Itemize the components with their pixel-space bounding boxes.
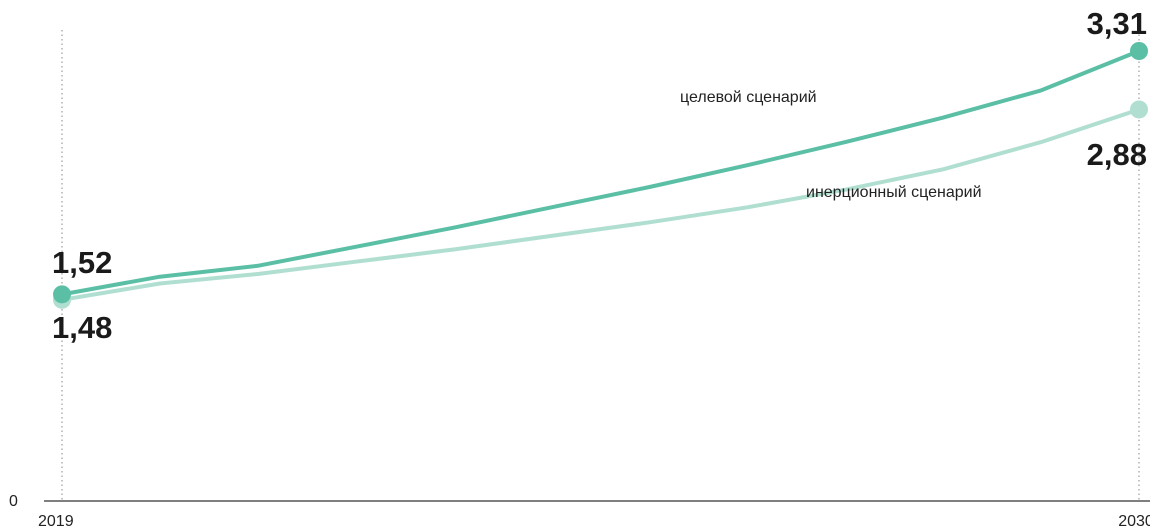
series-line-inertial	[60, 107, 1141, 302]
value-label-target-end: 3,31	[1087, 6, 1147, 41]
point-target-end	[1130, 42, 1148, 60]
series-line-target	[60, 49, 1141, 297]
point-inertial-end	[1130, 100, 1148, 119]
value-label-inertial-end: 2,88	[1087, 137, 1147, 172]
point-target-start	[53, 285, 71, 304]
value-label-inertial-start: 1,48	[52, 310, 112, 345]
value-label-target-start: 1,52	[52, 245, 112, 280]
x-tick-label-end: 2030	[1118, 513, 1150, 530]
year-guide-lines	[61, 30, 1140, 501]
series-label-target: целевой сценарий	[680, 89, 817, 106]
series-lines	[60, 49, 1141, 302]
x-tick-label-start: 2019	[38, 513, 74, 530]
y-axis-zero-label: 0	[9, 493, 18, 510]
series-endpoints	[53, 42, 1148, 309]
series-label-inertial: инерционный сценарий	[806, 184, 982, 201]
